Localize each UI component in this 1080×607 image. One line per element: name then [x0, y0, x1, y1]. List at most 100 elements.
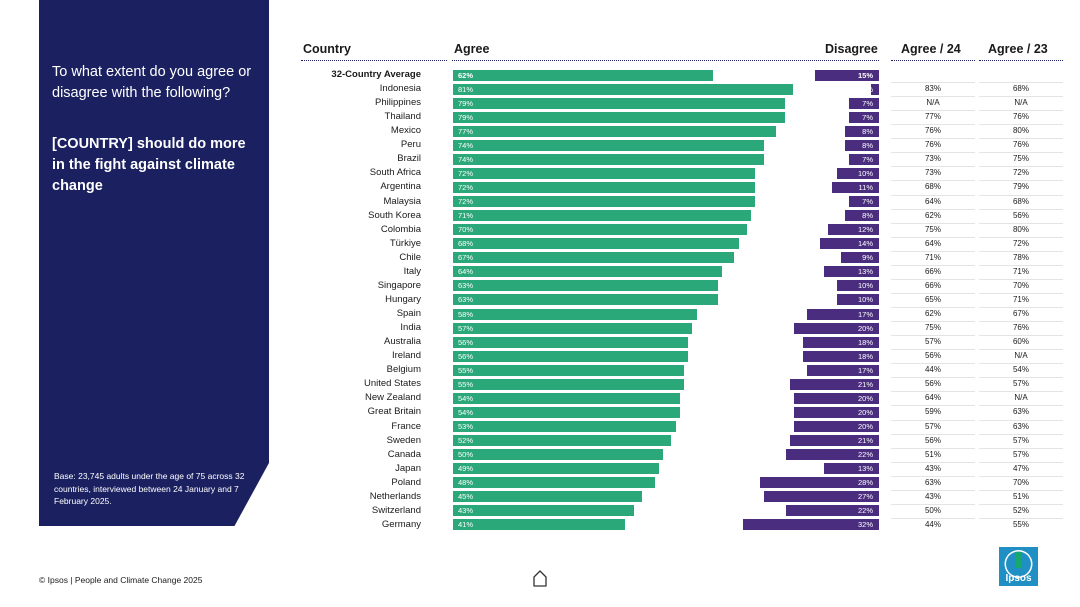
- disagree-value-label: 32%: [857, 520, 873, 530]
- agree-value-label: 71%: [458, 211, 474, 221]
- agree-bar: [453, 505, 634, 517]
- table-row-separator: [979, 475, 1063, 477]
- table-row-separator: [979, 335, 1063, 337]
- agree-2023-cell: 52%: [1012, 505, 1029, 515]
- agree-2023-cell: 70%: [1012, 477, 1029, 487]
- agree-2024-cell: 56%: [924, 435, 941, 445]
- disagree-value-label: 18%: [857, 351, 873, 361]
- disagree-bar: [806, 364, 879, 376]
- table-row-separator: [891, 166, 975, 168]
- disagree-bar: [845, 210, 879, 222]
- table-row-separator: [979, 194, 1063, 196]
- disagree-bar: [836, 294, 879, 306]
- disagree-value-label: 10%: [857, 168, 873, 178]
- country-label: Great Britain: [367, 406, 421, 418]
- table-row-separator: [891, 292, 975, 294]
- agree-2023-cell: 54%: [1012, 365, 1029, 375]
- country-label: Brazil: [397, 153, 421, 165]
- table-row-separator: [891, 377, 975, 379]
- agree-value-label: 56%: [458, 337, 474, 347]
- disagree-value-label: 22%: [857, 450, 873, 460]
- agree-2023-cell: 56%: [1012, 210, 1029, 220]
- agree-bar: [453, 266, 722, 278]
- agree-value-label: 58%: [458, 309, 474, 319]
- agree-bar: [453, 83, 794, 95]
- agree-value-label: 41%: [458, 520, 474, 530]
- disagree-bar: [794, 322, 879, 334]
- disagree-bar: [760, 477, 879, 489]
- agree-bar: [453, 125, 777, 137]
- agree-2023-cell: 68%: [1012, 84, 1029, 94]
- agree-2023-cell: 57%: [1012, 379, 1029, 389]
- agree-bar: [453, 111, 785, 123]
- agree-2024-cell: 77%: [924, 112, 941, 122]
- agree-value-label: 74%: [458, 154, 474, 164]
- agree-2023-cell: 72%: [1012, 168, 1029, 178]
- country-label: Belgium: [386, 364, 421, 376]
- disagree-value-label: 20%: [857, 407, 873, 417]
- header-underline-agree23: [979, 60, 1063, 61]
- country-label: Spain: [396, 308, 421, 320]
- disagree-value-label: 8%: [862, 140, 873, 150]
- agree-2023-cell: 80%: [1012, 126, 1029, 136]
- disagree-value-label: 9%: [862, 253, 873, 263]
- agree-2024-cell: N/A: [926, 98, 940, 108]
- disagree-value-label: 21%: [857, 379, 873, 389]
- table-row-separator: [979, 250, 1063, 252]
- disagree-value-label: 17%: [857, 309, 873, 319]
- agree-2023-cell: 72%: [1012, 238, 1029, 248]
- agree-value-label: 79%: [458, 98, 474, 108]
- disagree-value-label: 13%: [857, 267, 873, 277]
- country-label: Switzerland: [371, 504, 421, 516]
- disagree-bar: [845, 125, 879, 137]
- agree-2023-cell: N/A: [1014, 351, 1028, 361]
- table-row-separator: [891, 264, 975, 266]
- agree-value-label: 72%: [458, 168, 474, 178]
- table-row-separator: [979, 405, 1063, 407]
- agree-2024-cell: 64%: [924, 393, 941, 403]
- table-row-separator: [979, 166, 1063, 168]
- agree-2023-cell: N/A: [1014, 98, 1028, 108]
- disagree-value-label: 11%: [858, 182, 873, 192]
- agree-value-label: 81%: [458, 84, 474, 94]
- agree-2024-cell: 64%: [924, 196, 941, 206]
- table-row-separator: [891, 447, 975, 449]
- agree-2024-cell: 71%: [924, 252, 941, 262]
- disagree-bar: [743, 519, 879, 531]
- agree-value-label: 72%: [458, 197, 474, 207]
- agree-bar: [453, 153, 764, 165]
- table-row-separator: [979, 110, 1063, 112]
- agree-2024-cell: 56%: [924, 351, 941, 361]
- agree-bar: [453, 350, 689, 362]
- home-icon[interactable]: [531, 569, 549, 588]
- base-note: Base: 23,745 adults under the age of 75 …: [54, 471, 245, 506]
- country-label: New Zealand: [365, 392, 421, 404]
- agree-value-label: 68%: [458, 239, 474, 249]
- table-row-separator: [891, 194, 975, 196]
- disagree-value-label: 14%: [857, 239, 873, 249]
- agree-value-label: 55%: [458, 365, 474, 375]
- table-row-separator: [979, 236, 1063, 238]
- agree-2023-cell: 60%: [1012, 337, 1029, 347]
- disagree-value-label: 20%: [857, 323, 873, 333]
- country-label: Colombia: [380, 223, 421, 235]
- table-row-separator: [891, 208, 975, 210]
- agree-bar: [453, 364, 684, 376]
- agree-2023-cell: 68%: [1012, 196, 1029, 206]
- table-row-separator: [979, 278, 1063, 280]
- agree-2023-cell: N/A: [1014, 393, 1028, 403]
- agree-2023-cell: 71%: [1012, 266, 1029, 276]
- agree-bar: [453, 252, 735, 264]
- agree-2023-cell: 67%: [1012, 309, 1029, 319]
- disagree-value-label: 10%: [857, 281, 873, 291]
- agree-value-label: 63%: [458, 281, 474, 291]
- agree-2024-cell: 59%: [924, 407, 941, 417]
- country-label: Italy: [403, 265, 421, 277]
- agree-bar: [453, 224, 747, 236]
- agree-value-label: 70%: [458, 225, 474, 235]
- disagree-bar: [789, 435, 879, 447]
- agree-2023-cell: 80%: [1012, 224, 1029, 234]
- country-label: South Africa: [369, 167, 421, 179]
- agree-2023-cell: 76%: [1012, 112, 1029, 122]
- table-row-separator: [891, 138, 975, 140]
